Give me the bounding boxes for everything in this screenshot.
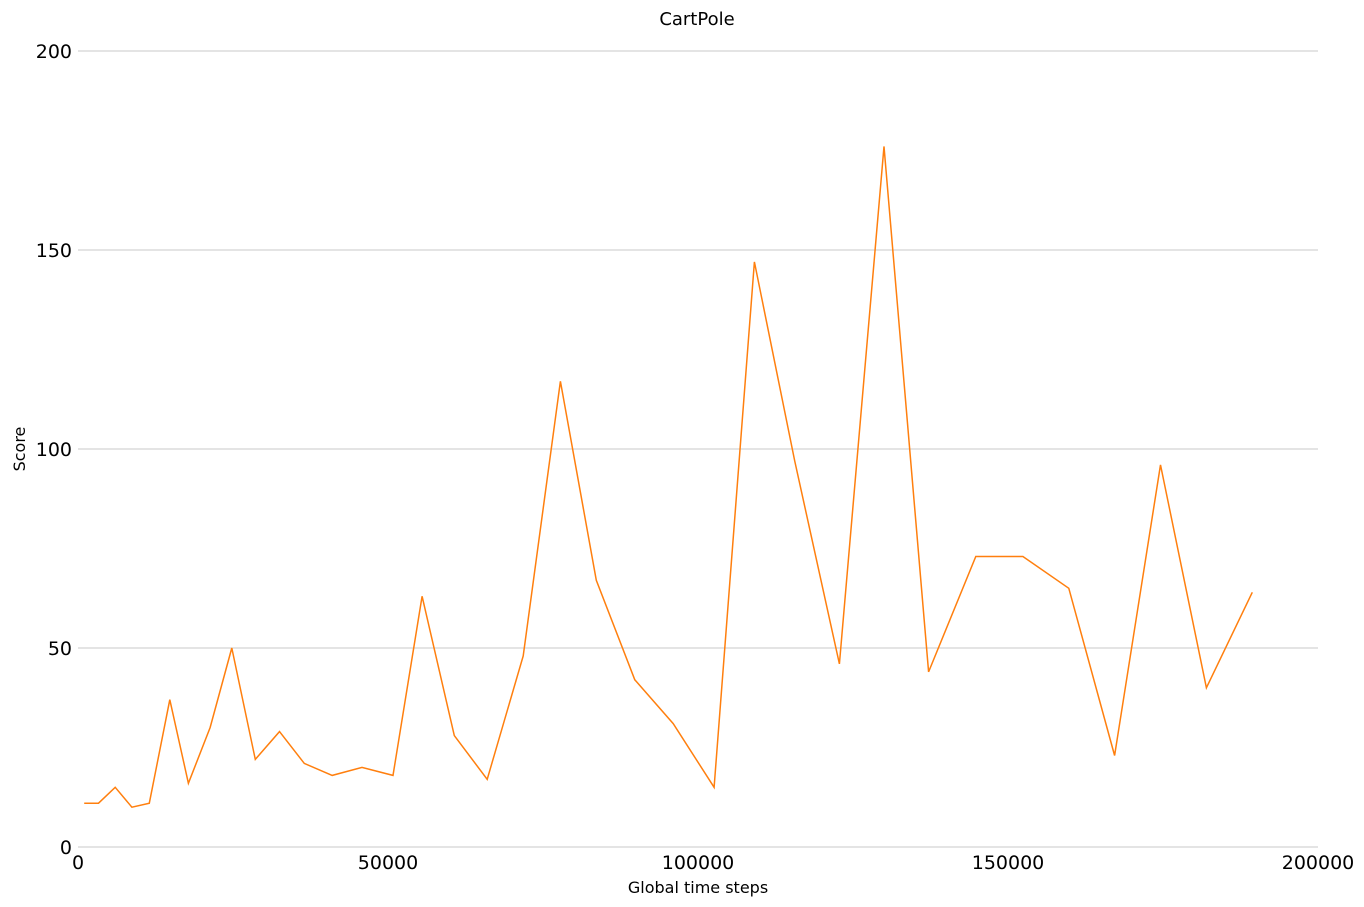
y-tick-label: 100 [36,439,72,461]
series-lines [84,146,1253,809]
x-tick-label: 100000 [662,852,735,874]
x-axis-label: Global time steps [628,878,768,897]
x-tick-label: 150000 [972,852,1045,874]
tick-labels: 0 50 100 150 200 0 50000 100000 150000 200000 [36,41,1355,874]
y-tick-label: 50 [48,638,72,660]
series-line-0 [84,146,1253,809]
x-tick-label: 200000 [1282,852,1355,874]
x-tick-label: 50000 [358,852,418,874]
y-tick-label: 0 [60,837,72,859]
y-tick-label: 150 [36,240,72,262]
grid [78,50,1318,848]
y-axis-label: Score [10,427,29,472]
x-tick-label: 0 [72,852,84,874]
chart-title: CartPole [659,9,734,30]
y-tick-label: 200 [36,41,72,63]
